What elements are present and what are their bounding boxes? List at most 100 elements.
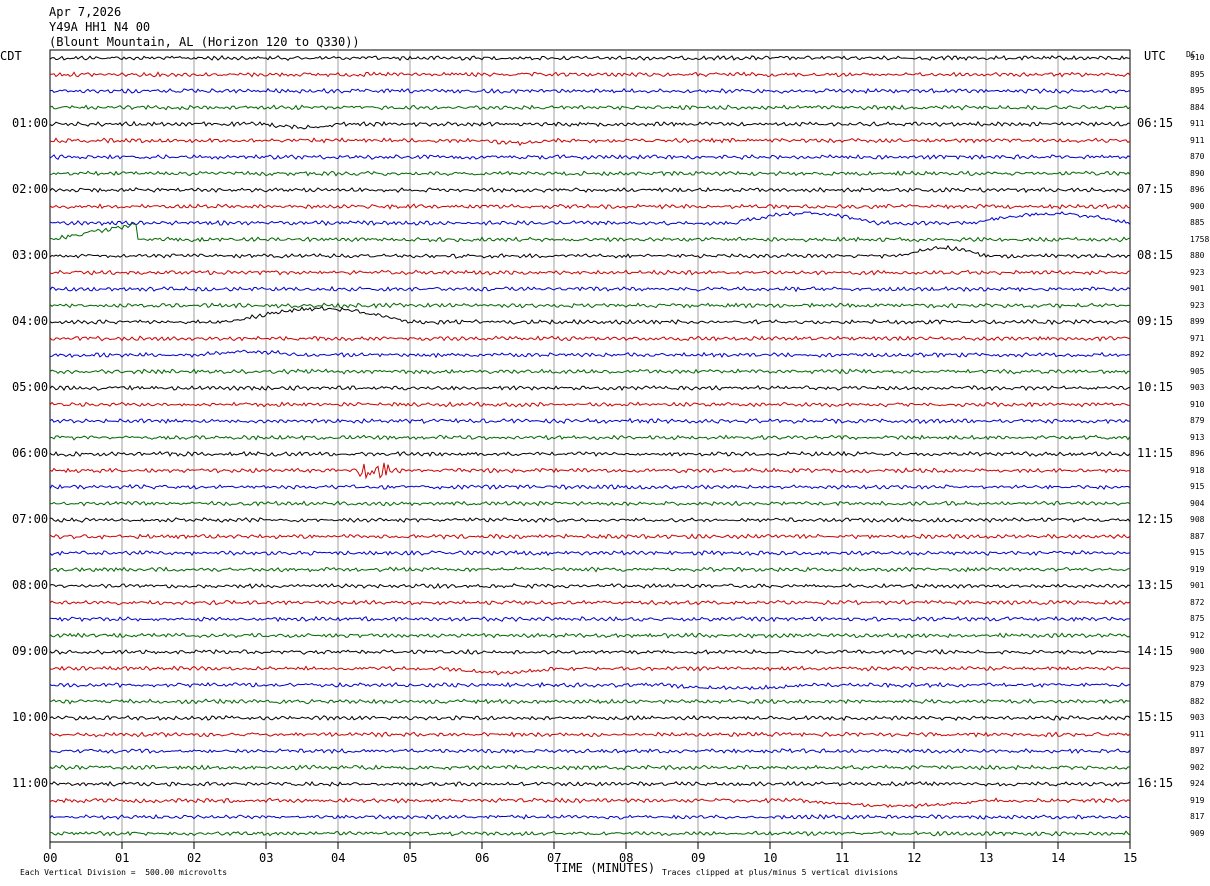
seismic-trace bbox=[49, 648, 1131, 655]
seismic-trace bbox=[49, 54, 1131, 62]
seismic-trace bbox=[49, 714, 1131, 722]
seismic-trace bbox=[49, 462, 1130, 480]
dc-label: DC bbox=[1186, 50, 1196, 59]
x-tick-label: 15 bbox=[1123, 851, 1138, 865]
right-time-label: 08:15 bbox=[1137, 248, 1174, 262]
seismic-trace bbox=[49, 137, 1131, 147]
left-time-label: 03:00 bbox=[12, 248, 49, 262]
seismic-trace bbox=[49, 599, 1131, 606]
seismic-trace bbox=[49, 582, 1131, 590]
seismic-trace bbox=[49, 244, 1131, 259]
seismic-trace bbox=[49, 269, 1131, 276]
seismic-trace bbox=[49, 349, 1131, 359]
seismic-trace bbox=[49, 813, 1131, 820]
seismic-trace bbox=[49, 368, 1131, 375]
x-tick-label: 08 bbox=[619, 851, 634, 865]
seismic-trace bbox=[49, 731, 1131, 738]
x-tick-label: 06 bbox=[475, 851, 490, 865]
dc-offset-value: 919 bbox=[1190, 564, 1205, 574]
seismic-trace bbox=[49, 302, 1131, 309]
x-tick-label: 04 bbox=[331, 851, 346, 865]
dc-offset-value: 897 bbox=[1190, 746, 1205, 755]
dc-offset-value: 885 bbox=[1190, 218, 1205, 227]
dc-offset-value: 895 bbox=[1190, 69, 1205, 79]
left-time-label: 10:00 bbox=[12, 710, 49, 724]
dc-offset-value: 919 bbox=[1190, 795, 1205, 805]
seismic-trace bbox=[50, 615, 1131, 623]
dc-offset-value: 896 bbox=[1190, 185, 1205, 194]
dc-offset-value: 895 bbox=[1190, 86, 1205, 95]
dc-offset-value: 900 bbox=[1190, 647, 1205, 656]
dc-offset-value: 1758 bbox=[1190, 234, 1210, 244]
dc-offset-value: 910 bbox=[1190, 53, 1205, 62]
x-tick-label: 02 bbox=[187, 851, 202, 865]
dc-offset-value: 901 bbox=[1190, 284, 1205, 293]
dc-offset-value: 911 bbox=[1190, 119, 1205, 128]
seismic-trace bbox=[49, 434, 1131, 441]
seismic-trace bbox=[49, 154, 1131, 161]
left-time-label: 04:00 bbox=[12, 314, 49, 328]
seismic-trace bbox=[49, 186, 1131, 194]
dc-offset-value: 908 bbox=[1190, 515, 1205, 524]
dc-offset-value: 902 bbox=[1190, 762, 1205, 772]
dc-offset-value: 913 bbox=[1190, 432, 1205, 442]
dc-offset-value: 880 bbox=[1190, 251, 1205, 260]
x-tick-label: 14 bbox=[1051, 851, 1066, 865]
dc-offset-value: 887 bbox=[1190, 531, 1205, 541]
seismic-trace bbox=[49, 665, 1131, 676]
dc-offset-value: 900 bbox=[1190, 201, 1205, 211]
seismic-trace bbox=[49, 401, 1131, 408]
x-tick-label: 05 bbox=[403, 851, 418, 865]
dc-offset-value: 879 bbox=[1190, 680, 1205, 689]
dc-offset-value: 909 bbox=[1190, 828, 1205, 838]
x-tick-label: 07 bbox=[547, 851, 562, 865]
dc-offset-value: 890 bbox=[1190, 168, 1205, 178]
dc-offset-value: 879 bbox=[1190, 416, 1205, 425]
left-time-label: 01:00 bbox=[12, 116, 49, 130]
dc-offset-value: 901 bbox=[1190, 581, 1205, 590]
left-time-label: 02:00 bbox=[12, 182, 49, 196]
plot-frame bbox=[49, 49, 1131, 843]
dc-offset-value: 884 bbox=[1190, 102, 1205, 112]
dc-offset-value: 912 bbox=[1190, 630, 1205, 640]
dc-offset-value: 905 bbox=[1190, 366, 1205, 376]
dc-offset-value: 903 bbox=[1190, 383, 1205, 392]
seismic-trace bbox=[49, 500, 1131, 507]
right-time-label: 06:15 bbox=[1137, 116, 1174, 130]
right-time-label: 12:15 bbox=[1137, 512, 1174, 526]
right-time-label: 07:15 bbox=[1137, 182, 1174, 196]
left-time-label: 07:00 bbox=[12, 512, 49, 526]
right-time-label: 13:15 bbox=[1137, 578, 1174, 592]
seismic-trace bbox=[49, 780, 1131, 788]
dc-offset-value: 903 bbox=[1190, 713, 1205, 722]
dc-offset-value: 892 bbox=[1190, 350, 1205, 359]
dc-offset-value: 923 bbox=[1190, 663, 1205, 673]
seismic-trace bbox=[49, 549, 1131, 557]
seismic-trace bbox=[49, 104, 1131, 111]
dc-offset-value: 911 bbox=[1190, 135, 1205, 145]
right-time-label: 16:15 bbox=[1137, 776, 1174, 790]
clip-note: Traces clipped at plus/minus 5 vertical … bbox=[662, 868, 899, 877]
x-tick-label: 09 bbox=[691, 851, 706, 865]
x-tick-label: 11 bbox=[835, 851, 850, 865]
dc-offset-value: 882 bbox=[1190, 696, 1205, 706]
seismic-trace bbox=[49, 211, 1131, 227]
dc-offset-value: 817 bbox=[1190, 812, 1205, 821]
seismic-trace bbox=[49, 748, 1131, 755]
minute-gridlines bbox=[121, 50, 1059, 842]
right-time-label: 14:15 bbox=[1137, 644, 1174, 658]
dc-offset-value: 875 bbox=[1190, 614, 1205, 623]
x-tick-label: 12 bbox=[907, 851, 922, 865]
dc-offset-value: 924 bbox=[1190, 779, 1205, 788]
seismic-trace bbox=[49, 450, 1131, 457]
x-axis-title: TIME (MINUTES) bbox=[554, 861, 656, 875]
seismic-trace bbox=[49, 797, 1131, 809]
seismic-trace bbox=[49, 698, 1131, 705]
seismic-trace bbox=[49, 384, 1131, 392]
trace-group bbox=[49, 54, 1131, 837]
seismic-trace bbox=[49, 222, 1131, 243]
left-time-label: 06:00 bbox=[12, 446, 49, 460]
dc-offset-value: 870 bbox=[1190, 152, 1205, 161]
header-date: Apr 7,2026 bbox=[49, 5, 122, 19]
